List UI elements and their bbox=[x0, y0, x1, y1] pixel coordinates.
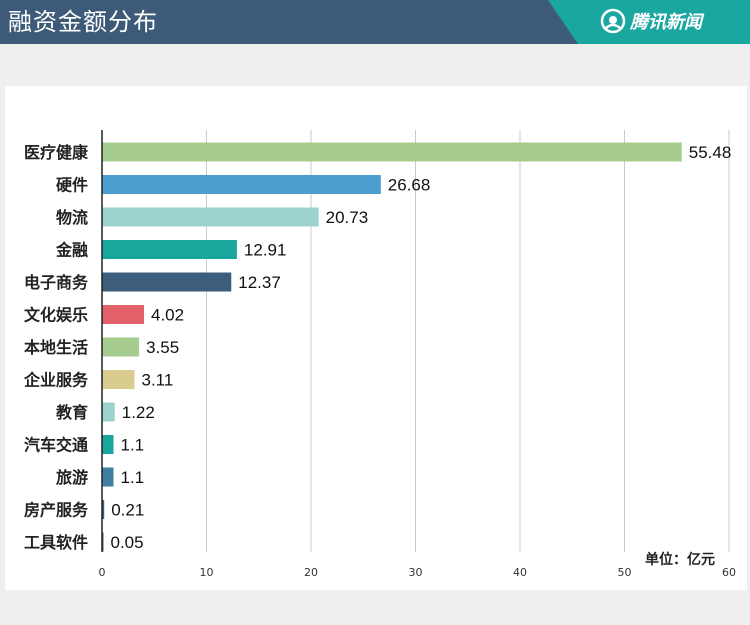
bar bbox=[102, 272, 232, 292]
bar bbox=[102, 467, 114, 487]
category-label: 汽车交通 bbox=[24, 436, 88, 455]
value-label: 1.1 bbox=[120, 436, 144, 455]
category-label: 硬件 bbox=[56, 176, 88, 195]
bar bbox=[102, 240, 237, 259]
category-label: 旅游 bbox=[56, 468, 88, 487]
chart-panel: 0 10 20 30 40 50 60 医疗健康 55.48 硬件 26.68 物流 20.73 金融 12… bbox=[5, 86, 747, 590]
value-label: 20.73 bbox=[326, 208, 369, 227]
bar bbox=[102, 175, 381, 194]
x-tick-label: 30 bbox=[409, 566, 423, 579]
unit-label: 单位：亿元 bbox=[645, 552, 715, 568]
value-label: 3.11 bbox=[141, 371, 173, 390]
value-label: 0.21 bbox=[111, 501, 144, 520]
value-label: 55.48 bbox=[689, 143, 732, 162]
x-tick-label: 0 bbox=[99, 566, 106, 579]
bar bbox=[102, 142, 682, 162]
bar-chart: 0 10 20 30 40 50 60 医疗健康 55.48 硬件 26.68 物流 20.73 金融 12… bbox=[23, 130, 736, 579]
brand-name: 腾讯新闻 bbox=[630, 12, 702, 33]
bar bbox=[102, 305, 145, 324]
value-label: 3.55 bbox=[146, 338, 179, 357]
header-bar: 融资金额分布 腾讯新闻 bbox=[0, 0, 750, 44]
page-title: 融资金额分布 bbox=[8, 8, 158, 36]
value-label: 12.37 bbox=[238, 273, 281, 292]
value-label: 0.05 bbox=[111, 533, 144, 552]
x-tick-label: 40 bbox=[513, 566, 527, 579]
tencent-news-logo-icon bbox=[600, 8, 626, 34]
x-tick-label: 50 bbox=[618, 566, 632, 579]
bar bbox=[102, 370, 135, 389]
category-label: 本地生活 bbox=[24, 338, 88, 357]
brand-banner bbox=[548, 0, 750, 44]
category-label: 医疗健康 bbox=[24, 143, 89, 162]
bar bbox=[102, 402, 115, 422]
category-label: 教育 bbox=[56, 403, 88, 422]
bar bbox=[102, 337, 140, 357]
bar bbox=[102, 435, 114, 454]
brand-logo: 腾讯新闻 bbox=[600, 6, 702, 36]
category-label: 文化娱乐 bbox=[24, 306, 88, 325]
bar bbox=[102, 500, 105, 519]
category-label: 房产服务 bbox=[24, 501, 89, 520]
x-tick-label: 10 bbox=[200, 566, 214, 579]
category-label: 企业服务 bbox=[23, 371, 89, 390]
category-label: 物流 bbox=[56, 208, 88, 227]
x-tick-label: 60 bbox=[722, 566, 736, 579]
value-label: 1.22 bbox=[122, 403, 155, 422]
value-label: 4.02 bbox=[151, 306, 184, 325]
value-label: 1.1 bbox=[120, 468, 144, 487]
category-label: 工具软件 bbox=[24, 533, 88, 552]
value-label: 26.68 bbox=[388, 176, 431, 195]
category-label: 电子商务 bbox=[24, 273, 89, 292]
bar bbox=[102, 207, 319, 227]
x-tick-label: 20 bbox=[304, 566, 318, 579]
value-label: 12.91 bbox=[244, 241, 287, 260]
category-label: 金融 bbox=[55, 241, 88, 260]
